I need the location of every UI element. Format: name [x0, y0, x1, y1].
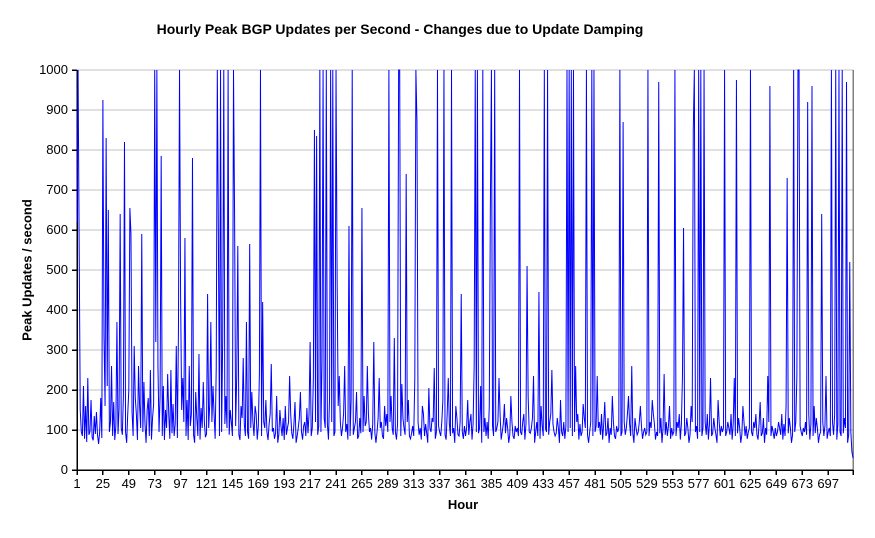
x-tick-label: 337 [429, 476, 451, 491]
y-tick-label: 400 [46, 302, 68, 317]
x-tick-label: 697 [817, 476, 839, 491]
x-tick-label: 1 [73, 476, 80, 491]
x-tick-label: 625 [740, 476, 762, 491]
data-series-line [76, 69, 854, 459]
x-tick-label: 577 [688, 476, 710, 491]
x-tick-label: 265 [351, 476, 373, 491]
x-axis-title: Hour [447, 497, 479, 512]
x-tick-label: 649 [766, 476, 788, 491]
y-tick-label: 300 [46, 342, 68, 357]
x-tick-label: 529 [636, 476, 658, 491]
x-tick-label: 121 [196, 476, 218, 491]
x-tick-label: 481 [584, 476, 606, 491]
y-tick-label: 1000 [39, 62, 68, 77]
x-tick-label: 217 [299, 476, 321, 491]
y-tick-label: 100 [46, 422, 68, 437]
chart-title: Hourly Peak BGP Updates per Second - Cha… [156, 21, 644, 37]
y-tick-label: 200 [46, 382, 68, 397]
x-tick-label: 673 [791, 476, 813, 491]
y-tick-label: 600 [46, 222, 68, 237]
x-tick-label: 73 [147, 476, 161, 491]
x-tick-label: 433 [532, 476, 554, 491]
x-tick-label: 25 [96, 476, 110, 491]
x-tick-label: 241 [325, 476, 347, 491]
x-tick-label: 193 [273, 476, 295, 491]
x-tick-label: 553 [662, 476, 684, 491]
x-tick-label: 601 [714, 476, 736, 491]
y-tick-label: 500 [46, 262, 68, 277]
x-tick-label: 169 [247, 476, 269, 491]
x-tick-label: 457 [558, 476, 580, 491]
y-tick-label: 0 [61, 462, 68, 477]
y-tick-label: 800 [46, 142, 68, 157]
x-tick-label: 289 [377, 476, 399, 491]
x-tick-label: 409 [506, 476, 528, 491]
y-tick-label: 900 [46, 102, 68, 117]
x-tick-label: 49 [122, 476, 136, 491]
x-tick-label: 145 [222, 476, 244, 491]
y-tick-label: 700 [46, 182, 68, 197]
x-tick-label: 505 [610, 476, 632, 491]
x-tick-label: 313 [403, 476, 425, 491]
x-tick-label: 385 [481, 476, 503, 491]
x-tick-label: 97 [173, 476, 187, 491]
x-tick-label: 361 [455, 476, 477, 491]
